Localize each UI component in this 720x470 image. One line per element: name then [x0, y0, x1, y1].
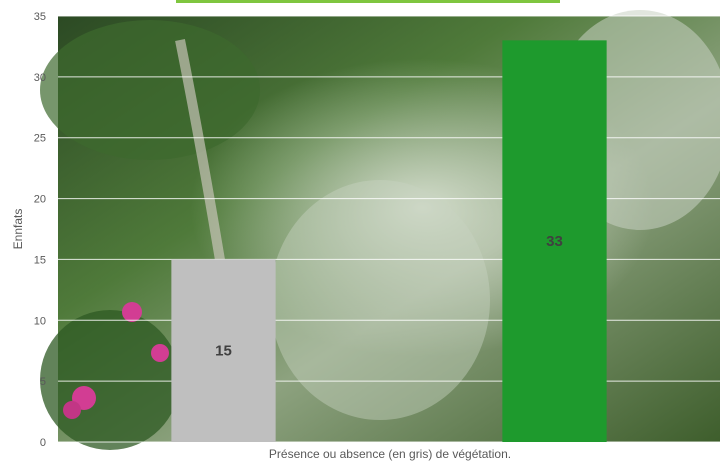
y-axis-ticks: 0 5 10 15 20 25 30 35 — [34, 11, 46, 449]
x-axis-title: Présence ou absence (en gris) de végétat… — [269, 447, 511, 461]
flower-decoration — [63, 401, 81, 419]
y-tick-label: 20 — [34, 194, 46, 206]
bar-2 — [502, 40, 607, 442]
y-tick-label: 25 — [34, 133, 46, 145]
flower-decoration — [151, 344, 169, 362]
y-tick-label: 15 — [34, 254, 46, 266]
flower-decoration — [122, 302, 142, 322]
y-tick-label: 10 — [34, 315, 46, 327]
gridlines — [58, 15, 720, 443]
y-tick-label: 5 — [40, 376, 46, 388]
legend-strip — [176, 0, 560, 3]
bar-1 — [171, 259, 276, 442]
data-label-1: 15 — [215, 343, 232, 360]
bars — [171, 40, 607, 442]
y-tick-label: 30 — [34, 72, 46, 84]
plot-background-photo — [40, 10, 720, 450]
y-tick-label: 35 — [34, 11, 46, 23]
y-tick-label: 0 — [40, 437, 46, 449]
data-label-2: 33 — [546, 233, 563, 250]
y-axis-title: Ennfats — [11, 209, 25, 250]
